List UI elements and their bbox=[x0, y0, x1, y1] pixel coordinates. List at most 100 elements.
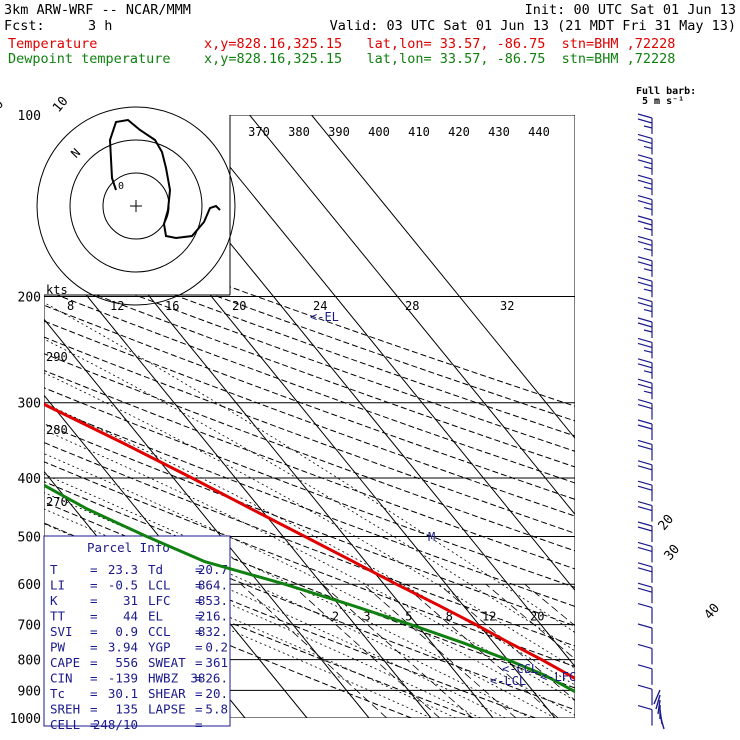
mixing-ratio-line bbox=[485, 583, 575, 660]
dry-adiabat-label: 370 bbox=[248, 125, 270, 139]
parcel-info-cell: EL bbox=[148, 609, 163, 624]
dry-adiabat bbox=[44, 522, 536, 718]
parcel-info-cell: SHEAR bbox=[148, 686, 186, 701]
moist-adiabat bbox=[44, 508, 506, 718]
parcel-info-cell: CIN bbox=[50, 671, 73, 686]
wind-barb bbox=[637, 439, 653, 445]
wind-barb bbox=[637, 567, 653, 573]
header-fcst-value: 3 h bbox=[88, 18, 113, 34]
parcel-info-cell: PW bbox=[50, 640, 66, 655]
isotherm-label: 40 bbox=[702, 601, 724, 623]
wind-barb bbox=[637, 501, 653, 507]
parcel-info-cell: = bbox=[195, 609, 203, 624]
parcel-info-cell: = bbox=[90, 562, 98, 577]
mixing-ratio-label: 8 bbox=[446, 610, 453, 624]
dry-adiabat bbox=[44, 336, 575, 534]
wind-barb bbox=[637, 322, 653, 328]
parcel-info-cell: 216. bbox=[198, 609, 228, 624]
hodograph-ring-label: 16 bbox=[165, 299, 179, 313]
wind-barb bbox=[637, 526, 653, 532]
parcel-info-cell: Td bbox=[148, 562, 163, 577]
parcel-info-cell: = bbox=[195, 578, 203, 593]
parcel-info-cell: = bbox=[90, 624, 98, 639]
wind-barb bbox=[637, 684, 653, 690]
dry-adiabat bbox=[44, 544, 474, 718]
parcel-info-cell: = bbox=[90, 686, 98, 701]
header-fcst-label: Fcst: bbox=[4, 18, 45, 34]
parcel-info-cell: 853. bbox=[198, 593, 228, 608]
ccl-marker: <-CCL bbox=[502, 662, 538, 676]
wind-barb bbox=[637, 664, 653, 670]
isotherm-label: 10 bbox=[50, 94, 72, 116]
wind-barb bbox=[637, 378, 653, 384]
parcel-info-cell: = bbox=[90, 593, 98, 608]
moist-adiabat bbox=[44, 338, 575, 652]
isotherm-label: 30 bbox=[662, 542, 684, 564]
parcel-info-cell: -0.5 bbox=[108, 578, 138, 593]
wind-barb bbox=[637, 587, 653, 593]
hodograph-units-label: kts bbox=[46, 283, 68, 297]
sounding-series bbox=[44, 402, 575, 694]
dry-adiabat-label: 430 bbox=[488, 125, 510, 139]
barb-legend: Full barb: 5 m s⁻¹ bbox=[636, 86, 696, 107]
parcel-info-cell: CCL bbox=[148, 624, 171, 639]
wind-barb bbox=[637, 159, 653, 165]
wind-barb bbox=[643, 288, 653, 292]
parcel-info-cell: = bbox=[195, 686, 203, 701]
parcel-info-cell: 20. bbox=[205, 686, 228, 701]
wind-barb bbox=[637, 399, 653, 405]
pressure-label: 100 bbox=[18, 109, 41, 124]
pressure-label: 500 bbox=[18, 530, 41, 545]
wind-barb bbox=[637, 582, 653, 588]
header-model: 3km ARW-WRF -- NCAR/MMM bbox=[4, 2, 191, 18]
pressure-label: 900 bbox=[18, 684, 41, 699]
dry-adiabat-label: 400 bbox=[368, 125, 390, 139]
parcel-info-cell: 44 bbox=[123, 609, 138, 624]
hodograph-ring-label: 24 bbox=[313, 299, 327, 313]
wind-barb bbox=[637, 480, 653, 486]
isotherm bbox=[44, 318, 370, 718]
dry-adiabat-label: 390 bbox=[328, 125, 350, 139]
hodograph-ring-label: 8 bbox=[67, 299, 74, 313]
pressure-labels: 100 200 300 400 500 600 700 800 900 1000 bbox=[10, 109, 41, 727]
wind-barb bbox=[637, 603, 653, 609]
parcel-info-cell: 3826. bbox=[190, 671, 228, 686]
hodograph-origin-label: 0 bbox=[118, 181, 124, 192]
hodograph: 0 N kts 8 12 16 20 24 28 32 bbox=[36, 106, 514, 313]
wind-barb bbox=[659, 714, 665, 730]
parcel-info-cell: SREH bbox=[50, 702, 80, 717]
mixing-ratio-labels: 2 3 5 8 12 20 bbox=[332, 610, 545, 624]
wind-barb bbox=[637, 337, 653, 343]
mixing-ratio-label: 2 bbox=[332, 610, 339, 624]
wind-barb bbox=[637, 138, 653, 144]
dry-adiabat-label: 410 bbox=[408, 125, 430, 139]
header-init: Init: 00 UTC Sat 01 Jun 13 bbox=[524, 2, 736, 18]
dry-adiabat-label: 290 bbox=[46, 350, 68, 364]
pressure-label: 400 bbox=[18, 472, 41, 487]
dry-adiabat-label: 280 bbox=[46, 423, 68, 437]
dry-adiabat-label: 270 bbox=[46, 495, 68, 509]
dewpoint-label: Dewpoint temperature bbox=[8, 51, 171, 67]
parcel-info-cell: HWBZ bbox=[148, 671, 179, 686]
isotherm bbox=[187, 115, 575, 592]
wind-barb bbox=[637, 506, 653, 512]
hodograph-ring-label: 28 bbox=[405, 299, 419, 313]
isotherm-label: 0 bbox=[0, 97, 7, 113]
wind-barb bbox=[637, 541, 653, 547]
parcel-info-cell: = bbox=[195, 624, 203, 639]
isotherm bbox=[311, 115, 575, 440]
wind-barb bbox=[637, 424, 653, 430]
wind-barb bbox=[655, 694, 661, 710]
wind-barb bbox=[637, 281, 653, 287]
pressure-label: 700 bbox=[18, 619, 41, 634]
pressure-label: 1000 bbox=[10, 712, 41, 727]
wind-barb bbox=[637, 261, 653, 267]
wind-barb bbox=[637, 460, 653, 466]
dry-adiabat bbox=[44, 353, 575, 552]
parcel-info-title: Parcel Info bbox=[87, 540, 170, 555]
wind-barb bbox=[657, 699, 661, 715]
parcel-info-cell: = bbox=[195, 593, 203, 608]
wind-barb bbox=[637, 297, 653, 303]
barb-legend-line2: 5 m s⁻¹ bbox=[642, 96, 684, 107]
level-markers: <-EL M <-CCL <-LCL <-LFC bbox=[310, 310, 576, 688]
